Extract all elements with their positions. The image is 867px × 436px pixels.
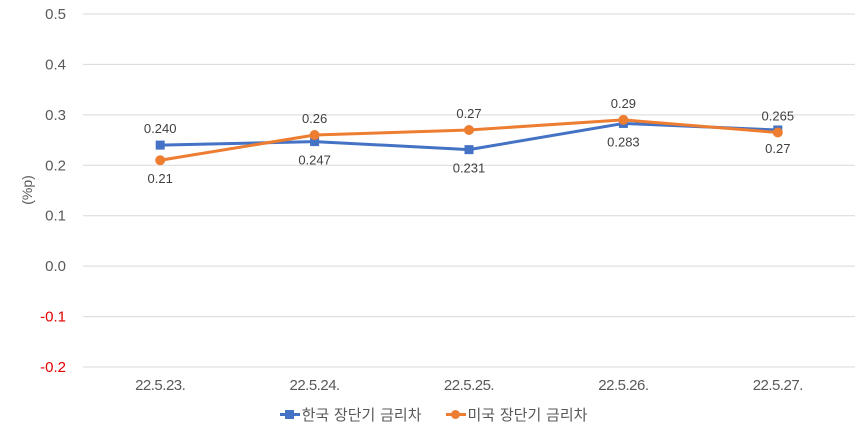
square-marker-icon [310, 137, 320, 147]
square-marker-icon [464, 145, 474, 155]
y-tick-label: 0.3 [45, 107, 66, 124]
x-tick-label: 22.5.23. [135, 377, 185, 394]
data-label: 0.27 [456, 106, 481, 121]
series-lines [155, 114, 783, 166]
data-label: 0.27 [765, 141, 790, 156]
y-tick-label: -0.2 [40, 359, 66, 376]
gridlines [83, 13, 855, 368]
y-tick-label: 0.4 [45, 56, 66, 73]
circle-marker-icon [309, 130, 320, 141]
data-label: 0.265 [762, 109, 795, 124]
y-tick-label: 0.0 [45, 258, 66, 275]
data-label: 0.240 [144, 121, 177, 136]
x-axis-ticks: 22.5.23. 22.5.24. 22.5.25. 22.5.26. 22.5.27. [135, 377, 803, 394]
circle-marker-icon [155, 155, 166, 166]
square-marker-icon [155, 140, 165, 150]
y-tick-label: -0.1 [40, 309, 66, 326]
circle-marker-icon [464, 124, 474, 135]
circle-marker-icon [618, 114, 629, 125]
data-label: 0.29 [611, 96, 636, 111]
data-label: 0.247 [298, 153, 331, 168]
y-tick-label: 0.2 [45, 157, 66, 174]
x-tick-label: 22.5.25. [444, 377, 494, 394]
data-label: 0.283 [607, 134, 640, 149]
y-axis-label: (%p) [19, 175, 35, 205]
data-label: 0.26 [302, 111, 327, 126]
y-tick-label: 0.1 [45, 208, 66, 225]
legend-item-korea[interactable]: 한국 장단기 금리차 [279, 404, 422, 425]
x-tick-label: 22.5.27. [753, 377, 803, 394]
circle-marker-icon [772, 127, 783, 138]
legend-square-marker-icon [279, 410, 300, 419]
data-label: 0.231 [453, 161, 486, 176]
data-label: 0.21 [148, 171, 173, 186]
legend-label: 미국 장단기 금리차 [467, 406, 588, 424]
x-tick-label: 22.5.24. [289, 377, 339, 394]
legend-label: 한국 장단기 금리차 [301, 406, 422, 424]
data-labels: 0.240 0.247 0.231 0.283 0.27 0.21 0.26 0.27 0.29… [144, 96, 794, 186]
y-tick-label: 0.5 [45, 6, 66, 23]
legend-item-us[interactable]: 미국 장단기 금리차 [445, 404, 588, 425]
legend-circle-marker-icon [445, 410, 466, 419]
x-tick-label: 22.5.26. [598, 377, 648, 394]
y-axis-ticks: 0.5 0.4 0.3 0.2 0.1 0.0 -0.1 -0.2 [40, 6, 66, 376]
legend: 한국 장단기 금리차 미국 장단기 금리차 [0, 404, 867, 425]
